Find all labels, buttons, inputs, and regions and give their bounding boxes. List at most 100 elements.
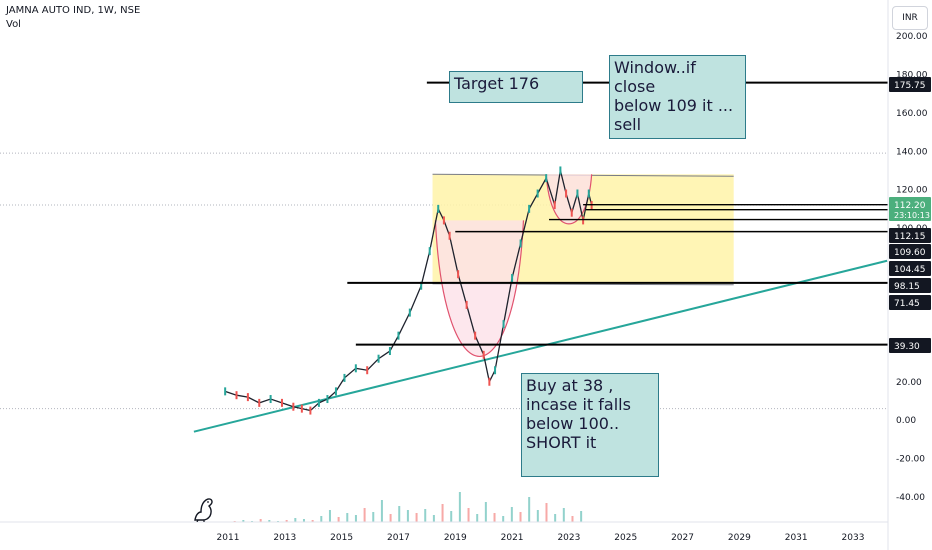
x-tick-label: 2025 [614,533,637,543]
volume-bar [458,492,461,522]
price-candle [437,204,440,213]
price-candle [582,216,585,225]
price-candle [366,366,369,375]
volume-bar [406,510,409,522]
volume-bar [580,511,583,522]
price-candle [300,404,303,413]
price-label-box [889,228,931,243]
volume-bar [363,508,366,522]
price-candle [528,204,531,213]
price-candle [420,281,423,290]
volume-bar [346,513,349,522]
volume-bar [268,520,271,522]
x-tick-label: 2027 [671,533,694,543]
volume-bar [285,520,288,522]
price-series [224,166,593,415]
price-candle [457,270,460,279]
price-label: 71.45 [894,299,920,309]
volume-indicator-label[interactable]: Vol [6,19,21,30]
price-candle [488,377,491,386]
x-tick-label: 2033 [842,533,865,543]
price-label: 39.30 [894,342,920,352]
volume-bar [545,503,548,522]
time-axis: 2011 2013 2015 2017 2019 2021 2023 2025 2027 2029… [0,521,888,543]
buy-note[interactable]: Buy at 38 , incase it falls below 100.. … [521,373,659,477]
price-candle [565,189,568,198]
price-candle [309,406,312,415]
x-tick-label: 2017 [387,533,410,543]
volume-bar [380,500,383,522]
price-label-box [889,197,931,221]
price-label: 112.20 [894,201,926,211]
trendline-group [193,259,888,433]
price-candle [326,395,329,404]
price-candle [576,189,579,198]
x-tick-label: 2015 [330,533,353,543]
volume-bars [233,492,583,522]
price-label: 109.60 [894,248,926,258]
volume-bar [554,514,557,522]
x-tick-label: 2021 [501,533,524,543]
price-label: 98.15 [894,282,920,292]
volume-bar [328,510,331,522]
volume-bar [424,509,427,522]
price-candle [235,391,238,400]
price-label-box [889,244,931,259]
volume-bar [372,512,375,522]
volume-bar [432,515,435,522]
x-tick-label: 2031 [785,533,808,543]
x-tick-label: 2023 [557,533,580,543]
y-tick-label: 120.00 [896,186,928,196]
price-candle [354,364,357,373]
volume-bar [259,519,262,522]
volume-bar [398,506,401,522]
price-candle [587,189,590,198]
price-candle [280,398,283,407]
price-axis-labels: 175.75 112.2023:10:13 112.15 109.60 104.45 98… [889,77,931,353]
volume-bar [389,514,392,522]
price-candle [465,300,468,309]
price-label-box [889,261,931,276]
volume-bar [441,504,444,522]
volume-bar [484,502,487,522]
volume-bar [476,514,479,522]
price-candle [269,395,272,404]
window-note[interactable]: Window..if close below 109 it ... sell [609,55,746,139]
price-candle [559,166,562,175]
y-tick-label: -20.00 [896,455,925,465]
volume-bar [450,511,453,522]
volume-bar [571,516,574,522]
volume-bar [354,515,357,522]
currency-button[interactable]: INR [892,6,928,30]
y-tick-label: 180.00 [896,70,928,80]
symbol-title[interactable]: JAMNA AUTO IND, 1W, NSE [6,5,141,16]
price-label: 175.75 [894,81,926,91]
price-candle [474,331,477,340]
price-candle [224,387,227,396]
volume-bar [536,510,539,522]
y-tick-label: 200.00 [896,32,928,42]
green-trendline[interactable] [193,259,888,433]
volume-bar [337,517,340,522]
volume-bar [311,520,314,522]
price-line[interactable] [224,170,593,412]
price-label-box [889,278,931,293]
price-candle [570,208,573,217]
price-label-box [889,338,931,353]
target-note[interactable]: Target 176 [449,71,583,103]
price-label: 112.15 [894,232,926,242]
price-candle [377,354,380,363]
price-candle [494,366,497,375]
y-tick-label: 140.00 [896,147,928,157]
price-candle [388,347,391,356]
y-tick-label: 160.00 [896,109,928,119]
price-candle [442,216,445,225]
price-candle [428,247,431,256]
tradingview-logo-icon[interactable] [192,494,218,522]
price-candle [502,320,505,329]
price-candle [553,201,556,210]
countdown-label: 23:10:13 [894,211,930,220]
volume-bar [528,497,531,522]
y-tick-label: -40.00 [896,493,925,503]
